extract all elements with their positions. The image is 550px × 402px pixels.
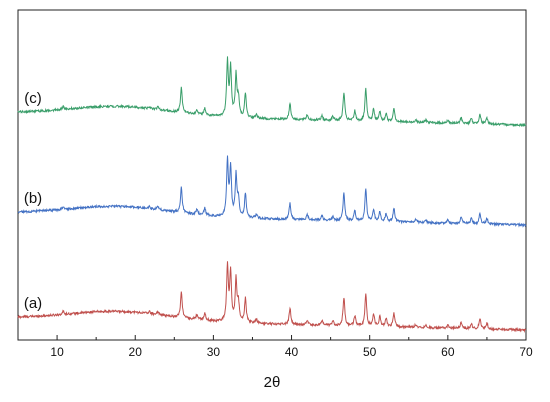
x-tick-label-40: 40 <box>285 345 299 359</box>
x-axis: 10 20 30 40 50 60 70 <box>17 335 533 359</box>
series-layer: (a) (b) (c) <box>17 56 527 333</box>
x-tick-label-30: 30 <box>207 345 221 359</box>
x-axis-title: 2θ <box>264 374 281 391</box>
series-label-1: (a) <box>24 295 42 312</box>
x-tick-label-70: 70 <box>519 345 533 359</box>
plot-frame <box>17 9 527 341</box>
series-line-3 <box>17 56 527 128</box>
x-tick-label-10: 10 <box>50 345 64 359</box>
series-line-2 <box>17 155 527 228</box>
series-label-3: (c) <box>24 90 42 107</box>
x-tick-label-60: 60 <box>441 345 455 359</box>
x-tick-label-50: 50 <box>363 345 377 359</box>
x-tick-label-20: 20 <box>129 345 143 359</box>
series-label-2: (b) <box>24 190 42 207</box>
series-line-1 <box>17 261 527 333</box>
